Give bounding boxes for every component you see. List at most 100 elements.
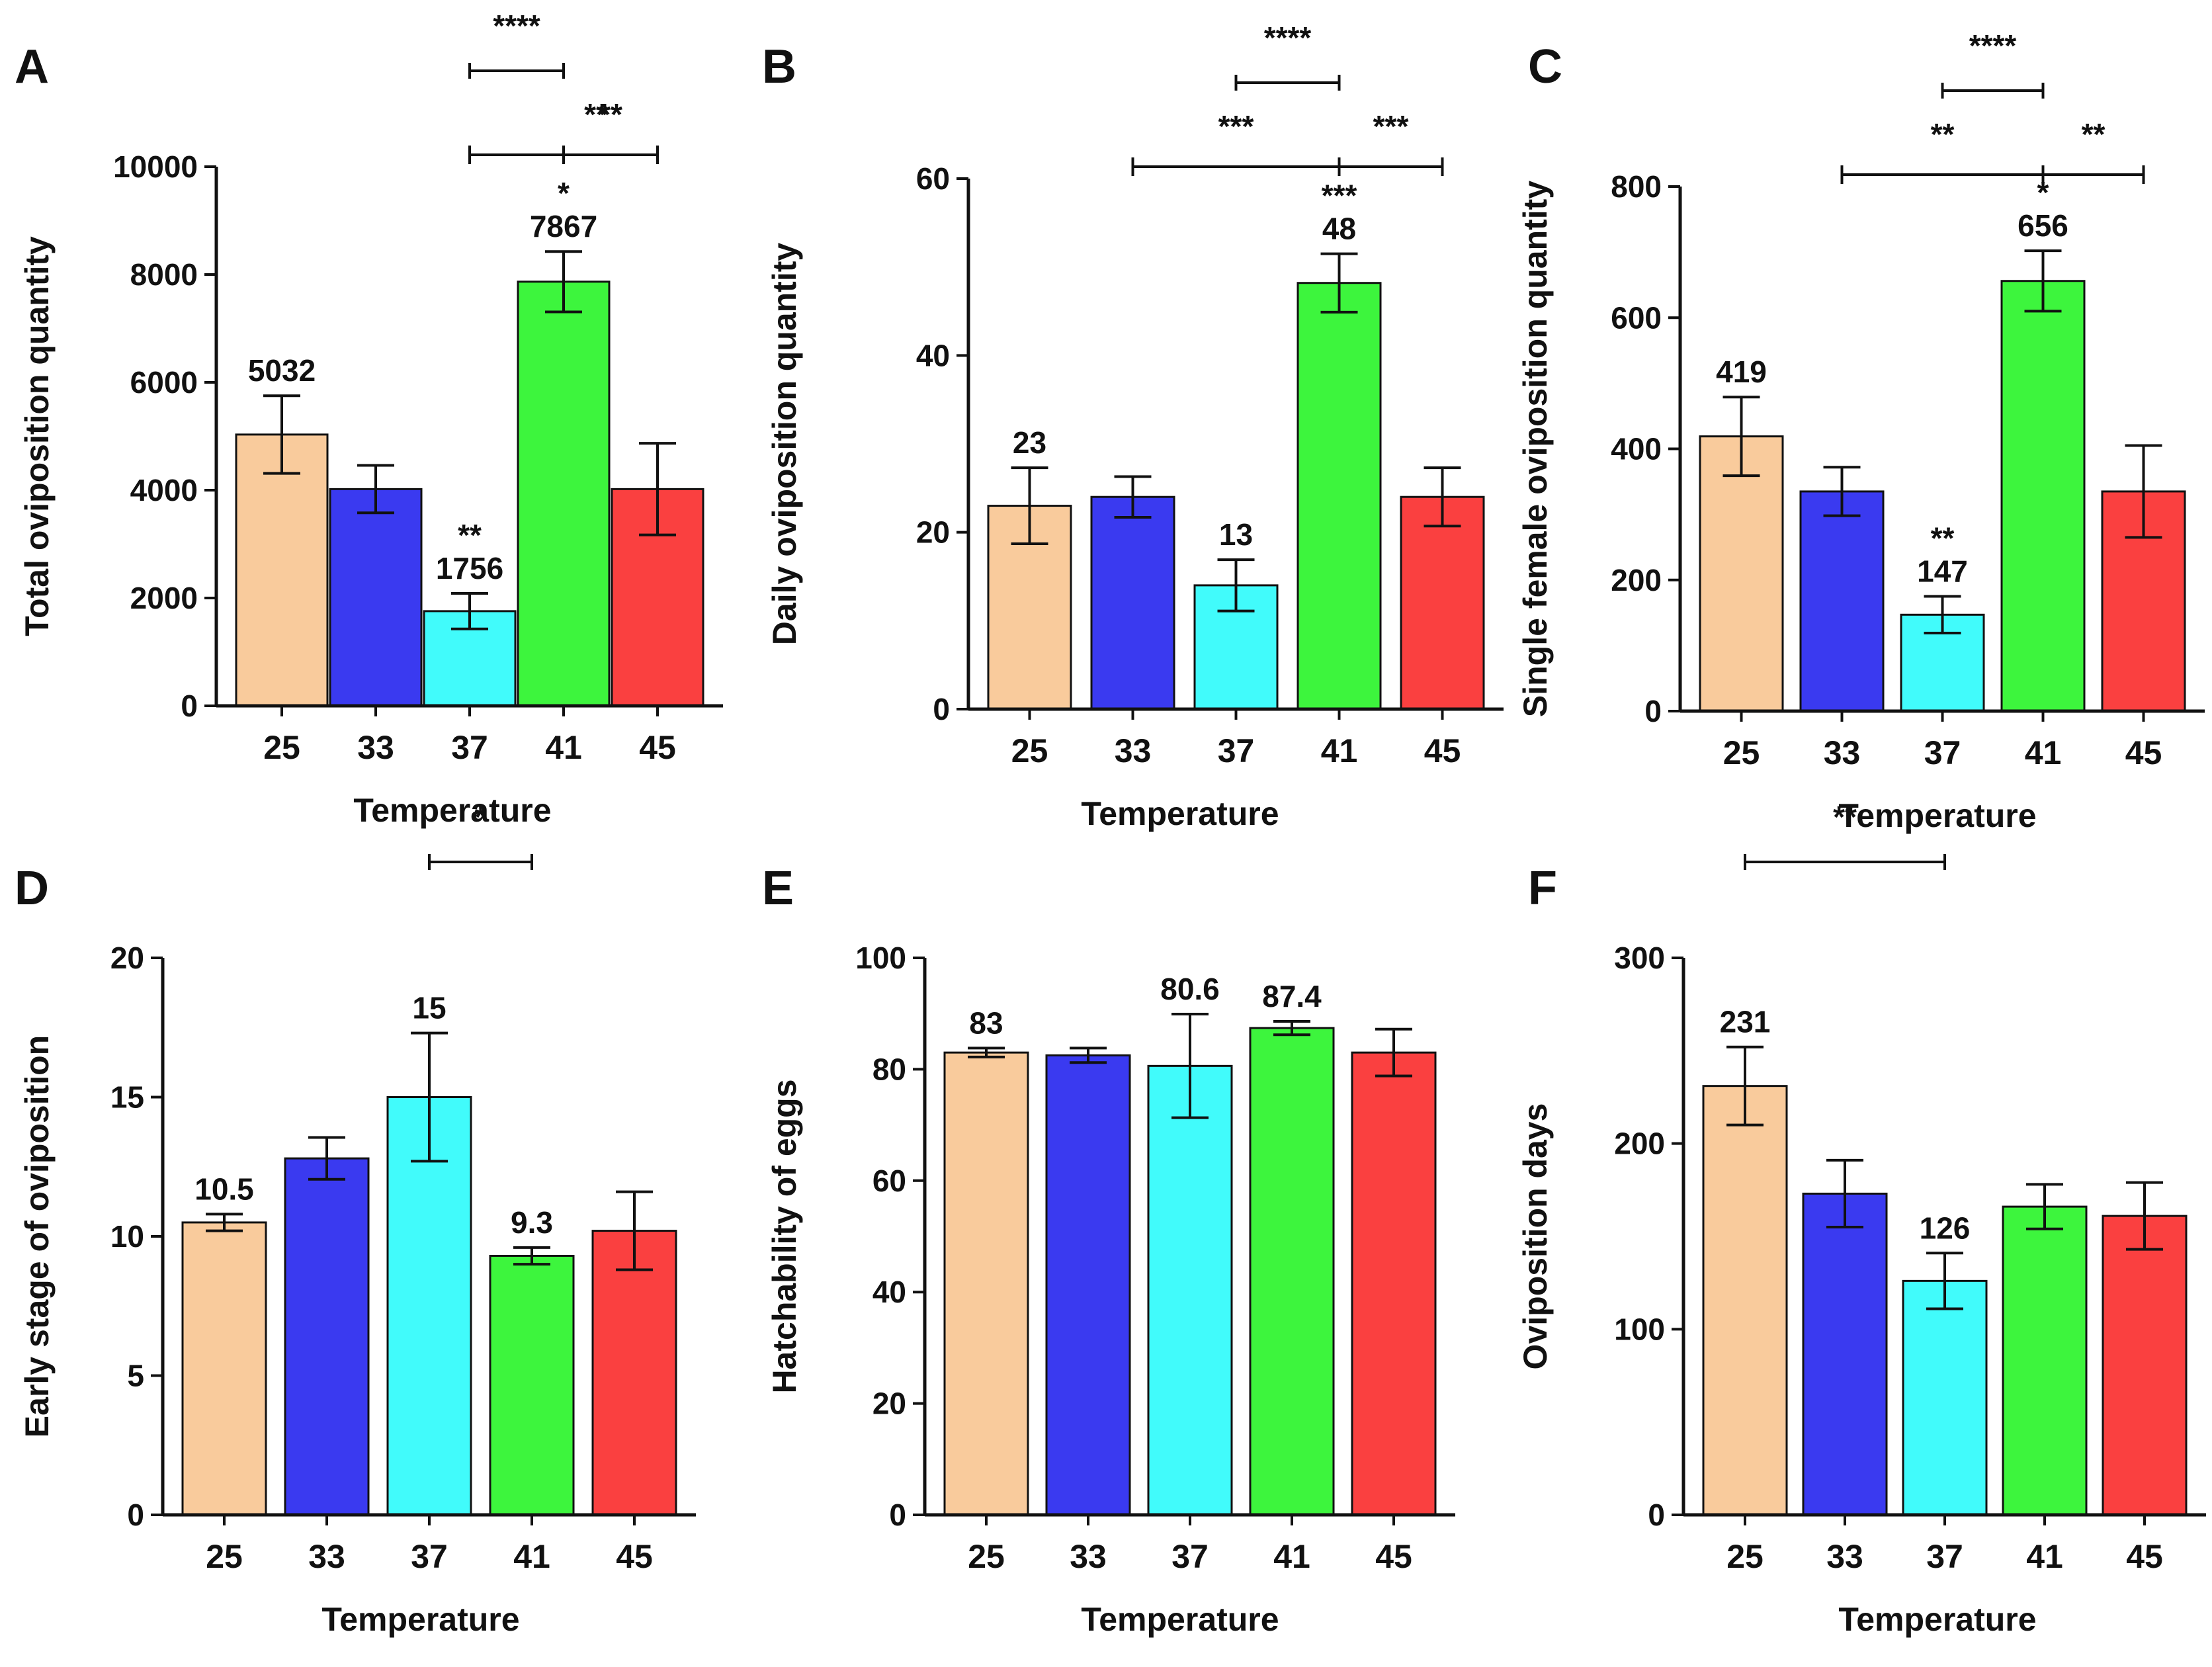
- data-label: 48: [1322, 212, 1356, 246]
- y-axis-title: Daily oviposition quantity: [766, 243, 803, 646]
- x-tick-label: 45: [2125, 734, 2162, 771]
- bar: [1147, 1064, 1233, 1516]
- data-label: 13: [1219, 517, 1253, 552]
- y-tick-label: 40: [916, 338, 950, 372]
- y-tick-label: 100: [855, 941, 906, 975]
- data-label: 419: [1716, 355, 1767, 389]
- bar: [943, 1051, 1029, 1516]
- y-tick-label: 5: [127, 1359, 144, 1393]
- y-tick-label: 4000: [130, 473, 198, 507]
- bar: [2102, 1215, 2188, 1516]
- panel-d: D 10.5 25 33 15 37 9.3 41 45 0 5 10 15 20 Early stage …: [15, 800, 696, 1638]
- x-tick-label: 37: [451, 729, 488, 766]
- x-tick-label: 41: [1321, 732, 1358, 769]
- bar: [1400, 495, 1485, 710]
- panel-label: E: [762, 862, 794, 915]
- y-axis-title: Hatchability of eggs: [766, 1079, 803, 1393]
- significance-label: **: [1833, 800, 1857, 834]
- x-tick-label: 45: [616, 1538, 653, 1575]
- y-tick-label: 0: [181, 689, 198, 723]
- x-tick-label: 33: [1070, 1538, 1107, 1575]
- bar: [386, 1096, 472, 1516]
- data-label: 80.6: [1160, 972, 1220, 1006]
- significance-label: **: [584, 97, 608, 132]
- significance-label: ***: [1218, 109, 1254, 144]
- data-label: 126: [1920, 1211, 1971, 1245]
- bar: [1802, 1192, 1888, 1516]
- y-tick-label: 20: [916, 515, 950, 550]
- x-tick-label: 33: [1824, 734, 1861, 771]
- significance-star: *: [2037, 175, 2049, 210]
- bar: [1351, 1051, 1437, 1516]
- significance-label: ****: [493, 9, 540, 43]
- bar: [1799, 490, 1885, 712]
- significance-label: *: [475, 800, 487, 834]
- x-tick-label: 41: [1273, 1538, 1310, 1575]
- x-tick-label: 41: [2025, 734, 2062, 771]
- x-tick-label: 33: [357, 729, 394, 766]
- bar: [1249, 1027, 1335, 1516]
- x-tick-label: 41: [2026, 1538, 2063, 1575]
- y-axis-title: Total oviposition quantity: [19, 236, 56, 636]
- bar: [591, 1230, 677, 1516]
- significance-label: **: [599, 97, 622, 132]
- data-label: 87.4: [1262, 979, 1322, 1013]
- data-label: 5032: [248, 353, 316, 388]
- panel-label: B: [762, 40, 796, 93]
- y-tick-label: 10000: [113, 150, 198, 184]
- y-tick-label: 80: [872, 1052, 906, 1086]
- y-axis-title: Oviposition days: [1517, 1103, 1554, 1370]
- y-axis-title: Early stage of oviposition: [19, 1035, 56, 1437]
- data-label: 147: [1917, 554, 1968, 589]
- data-label: 7867: [530, 209, 597, 243]
- y-tick-label: 0: [889, 1498, 906, 1532]
- bar: [284, 1157, 370, 1516]
- x-tick-label: 45: [1424, 732, 1461, 769]
- significance-label: ****: [1969, 28, 2017, 63]
- y-tick-label: 600: [1611, 300, 1662, 335]
- data-label: 15: [412, 991, 446, 1025]
- bar: [235, 433, 329, 707]
- data-label: 1756: [436, 551, 503, 585]
- data-label: 231: [1720, 1005, 1771, 1039]
- panel-label: A: [15, 40, 49, 93]
- significance-label: **: [1931, 117, 1955, 151]
- x-axis-title: Temperature: [353, 792, 551, 829]
- y-tick-label: 8000: [130, 257, 198, 292]
- y-tick-label: 800: [1611, 169, 1662, 204]
- x-tick-label: 37: [1926, 1538, 1963, 1575]
- significance-label: **: [2082, 117, 2106, 151]
- x-tick-label: 37: [1171, 1538, 1209, 1575]
- x-tick-label: 25: [1723, 734, 1760, 771]
- bar: [1902, 1279, 1988, 1516]
- x-axis-title: Temperature: [1838, 1601, 2036, 1638]
- y-tick-label: 60: [916, 161, 950, 196]
- x-axis-title: Temperature: [321, 1601, 519, 1638]
- y-tick-label: 40: [872, 1275, 906, 1309]
- y-axis-title: Single female oviposition quantity: [1517, 181, 1554, 717]
- x-tick-label: 45: [2126, 1538, 2163, 1575]
- x-axis-title: Temperature: [1838, 797, 2036, 834]
- x-tick-label: 25: [968, 1538, 1005, 1575]
- y-tick-label: 20: [110, 941, 144, 975]
- significance-star: **: [458, 518, 482, 552]
- x-tick-label: 33: [1115, 732, 1152, 769]
- x-tick-label: 45: [1375, 1538, 1412, 1575]
- y-tick-label: 0: [127, 1498, 144, 1532]
- bar: [1090, 495, 1175, 710]
- panel-label: C: [1528, 40, 1562, 93]
- y-tick-label: 300: [1614, 941, 1665, 975]
- y-tick-label: 0: [1648, 1498, 1665, 1532]
- panel-f: F 231 25 33 126 37 41 45 0 100 200 300 Oviposition d…: [1517, 800, 2206, 1638]
- y-tick-label: 400: [1611, 432, 1662, 466]
- data-label: 23: [1013, 425, 1046, 460]
- x-tick-label: 25: [1726, 1538, 1764, 1575]
- bar: [181, 1221, 267, 1516]
- y-tick-label: 200: [1614, 1127, 1665, 1161]
- x-tick-label: 25: [206, 1538, 243, 1575]
- bar: [1702, 1085, 1788, 1516]
- y-tick-label: 0: [1644, 694, 1662, 728]
- panel-e: E 83 25 33 80.6 37 87.4 41 45 0 20 40 60 80 100 Hatchab…: [762, 862, 1455, 1638]
